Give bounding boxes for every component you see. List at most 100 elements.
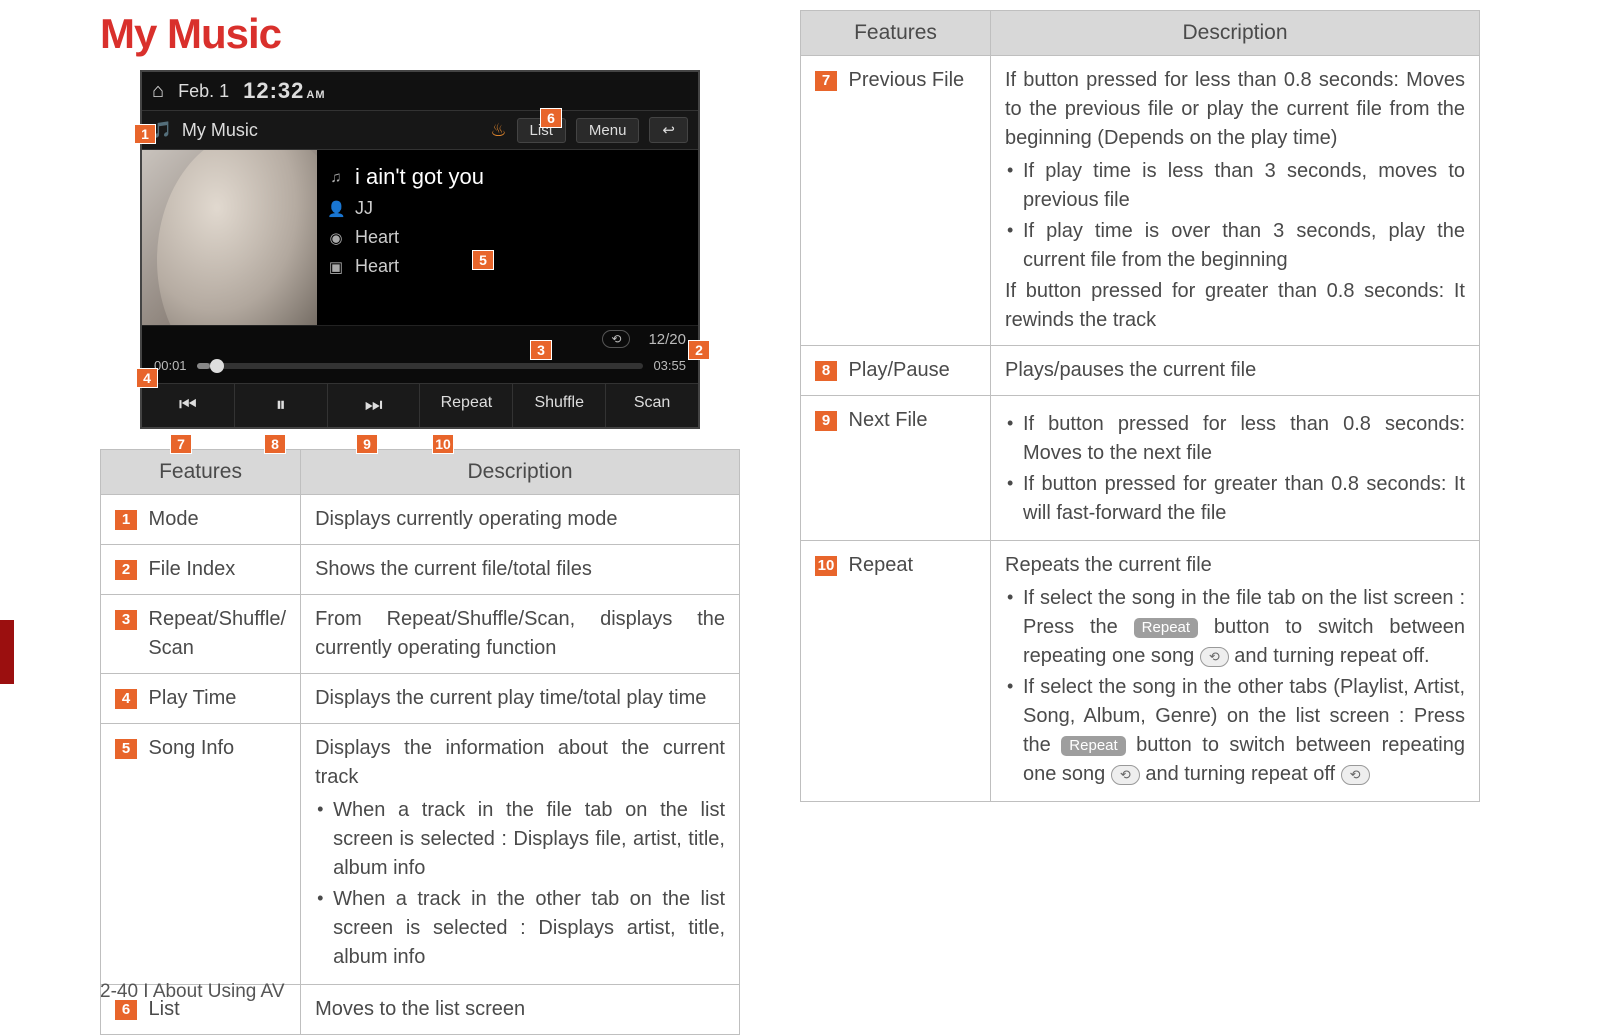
status-ampm: AM — [306, 89, 325, 101]
feature-marker: 8 — [815, 361, 837, 381]
disc-icon: ◉ — [327, 229, 345, 247]
table-row: 1 Mode Displays currently operating mode — [101, 495, 740, 545]
seek-knob[interactable] — [210, 359, 224, 373]
table-row: 7 Previous FileIf button pressed for les… — [801, 56, 1480, 346]
mode-bar: 🎵 My Music ♨ List Menu ↩ — [142, 110, 698, 150]
list-item: When a track in the file tab on the list… — [315, 796, 725, 883]
description-cell: If button pressed for less than 0.8 seco… — [991, 56, 1480, 346]
list-item: If select the song in the other tabs (Pl… — [1005, 673, 1465, 789]
note-icon: ♫ — [327, 169, 345, 186]
feature-cell: 10 Repeat — [801, 541, 991, 802]
scan-button[interactable]: Scan — [606, 384, 698, 427]
player-screenshot: ⌂ Feb. 1 12:32AM 🎵 My Music ♨ List Menu … — [140, 70, 700, 429]
table-header-row: Features Description — [801, 11, 1480, 56]
artist-icon: 👤 — [327, 200, 345, 218]
col-features: Features — [101, 450, 301, 495]
status-time-val: 12:32 — [243, 78, 304, 103]
folder-icon: ▣ — [327, 258, 345, 276]
feature-marker: 2 — [115, 560, 137, 580]
feature-cell: 9 Next File — [801, 396, 991, 541]
song-title: i ain't got you — [355, 164, 484, 190]
callout-3: 3 — [530, 340, 552, 360]
status-bar: ⌂ Feb. 1 12:32AM — [142, 72, 698, 110]
mode-label: My Music — [182, 120, 480, 141]
col-features: Features — [801, 11, 991, 56]
table-row: 9 Next FileIf button pressed for less th… — [801, 396, 1480, 541]
features-table-right: Features Description 7 Previous FileIf b… — [800, 10, 1480, 802]
feature-marker: 1 — [115, 510, 137, 530]
callout-2: 2 — [688, 340, 710, 360]
feature-cell: 2 File Index — [101, 545, 301, 595]
feature-cell: 3 Repeat/Shuffle/ Scan — [101, 595, 301, 674]
table-row: 8 Play/PausePlays/pauses the current fil… — [801, 346, 1480, 396]
description-cell: Repeats the current fileIf select the so… — [991, 541, 1480, 802]
repeat-chip-icon: ⟲ — [1341, 765, 1370, 785]
feature-label: Song Info — [143, 737, 234, 759]
table-header-row: Features Description — [101, 450, 740, 495]
list-item: If play time is over than 3 seconds, pla… — [1005, 217, 1465, 275]
shuffle-button[interactable]: Shuffle — [513, 384, 606, 427]
list-item: When a track in the other tab on the lis… — [315, 885, 725, 972]
feature-marker: 4 — [115, 689, 137, 709]
seek-track[interactable] — [197, 363, 644, 369]
right-column: Features Description 7 Previous FileIf b… — [800, 10, 1480, 1035]
feature-marker: 3 — [115, 610, 137, 630]
home-icon: ⌂ — [152, 80, 164, 103]
repeat-chip-icon: ⟲ — [1111, 765, 1140, 785]
table-row: 2 File IndexShows the current file/total… — [101, 545, 740, 595]
menu-button[interactable]: Menu — [576, 118, 640, 143]
now-playing: ♫i ain't got you 👤JJ ◉Heart ▣Heart — [142, 150, 698, 325]
callout-4: 4 — [136, 368, 158, 388]
page-footer: 2-40 I About Using AV — [100, 981, 285, 1003]
description-cell: Displays the current play time/total pla… — [301, 674, 740, 724]
feature-cell: 5 Song Info — [101, 724, 301, 985]
col-description: Description — [301, 450, 740, 495]
list-item: If button pressed for less than 0.8 seco… — [1005, 410, 1465, 468]
callout-9: 9 — [356, 434, 378, 454]
song-album: Heart — [355, 227, 399, 248]
side-strip — [0, 620, 14, 684]
back-button[interactable]: ↩ — [649, 117, 688, 143]
next-button[interactable]: ⏭ — [328, 384, 421, 427]
pause-button[interactable]: ⏸ — [235, 384, 328, 427]
callout-10: 10 — [432, 434, 454, 454]
feature-label: File Index — [143, 558, 235, 580]
callout-1: 1 — [134, 124, 156, 144]
callout-8: 8 — [264, 434, 286, 454]
table-row: 3 Repeat/Shuffle/ ScanFrom Repeat/Shuffl… — [101, 595, 740, 674]
repeat-pill: Repeat — [1134, 618, 1198, 638]
time-total: 03:55 — [653, 358, 686, 373]
status-date: Feb. 1 — [178, 81, 229, 102]
feature-marker: 10 — [815, 556, 837, 576]
page: My Music ⌂ Feb. 1 12:32AM 🎵 My Music ♨ L… — [0, 0, 1605, 1035]
table-row: 10 RepeatRepeats the current fileIf sele… — [801, 541, 1480, 802]
repeat-status-icon: ⟲ — [602, 330, 630, 348]
list-item: If select the song in the file tab on th… — [1005, 584, 1465, 671]
list-item: If button pressed for greater than 0.8 s… — [1005, 470, 1465, 528]
file-index: 12/20 — [648, 331, 686, 348]
album-art — [142, 150, 317, 325]
repeat-button[interactable]: Repeat — [420, 384, 513, 427]
status-row: ⟲ 12/20 — [142, 325, 698, 352]
left-column: My Music ⌂ Feb. 1 12:32AM 🎵 My Music ♨ L… — [100, 10, 740, 1035]
time-elapsed: 00:01 — [154, 358, 187, 373]
feature-label: Play Time — [143, 687, 236, 709]
table-row: 5 Song InfoDisplays the information abou… — [101, 724, 740, 985]
repeat-chip-icon: ⟲ — [1200, 647, 1229, 667]
feature-marker: 6 — [115, 1000, 137, 1020]
page-title: My Music — [100, 10, 740, 58]
prev-button[interactable]: ⏮ — [142, 384, 235, 427]
callout-6: 6 — [540, 108, 562, 128]
player-controls: ⏮ ⏸ ⏭ Repeat Shuffle Scan — [142, 383, 698, 427]
feature-marker: 9 — [815, 411, 837, 431]
callout-5: 5 — [472, 250, 494, 270]
description-cell: Plays/pauses the current file — [991, 346, 1480, 396]
col-description: Description — [991, 11, 1480, 56]
callout-7: 7 — [170, 434, 192, 454]
description-cell: From Repeat/Shuffle/Scan, displays the c… — [301, 595, 740, 674]
description-cell: Displays currently operating mode — [301, 495, 740, 545]
feature-label: Mode — [143, 508, 199, 530]
time-bar: 00:01 03:55 — [142, 352, 698, 383]
description-cell: Moves to the list screen — [301, 985, 740, 1035]
features-table-left: Features Description 1 Mode Displays curr… — [100, 449, 740, 1035]
